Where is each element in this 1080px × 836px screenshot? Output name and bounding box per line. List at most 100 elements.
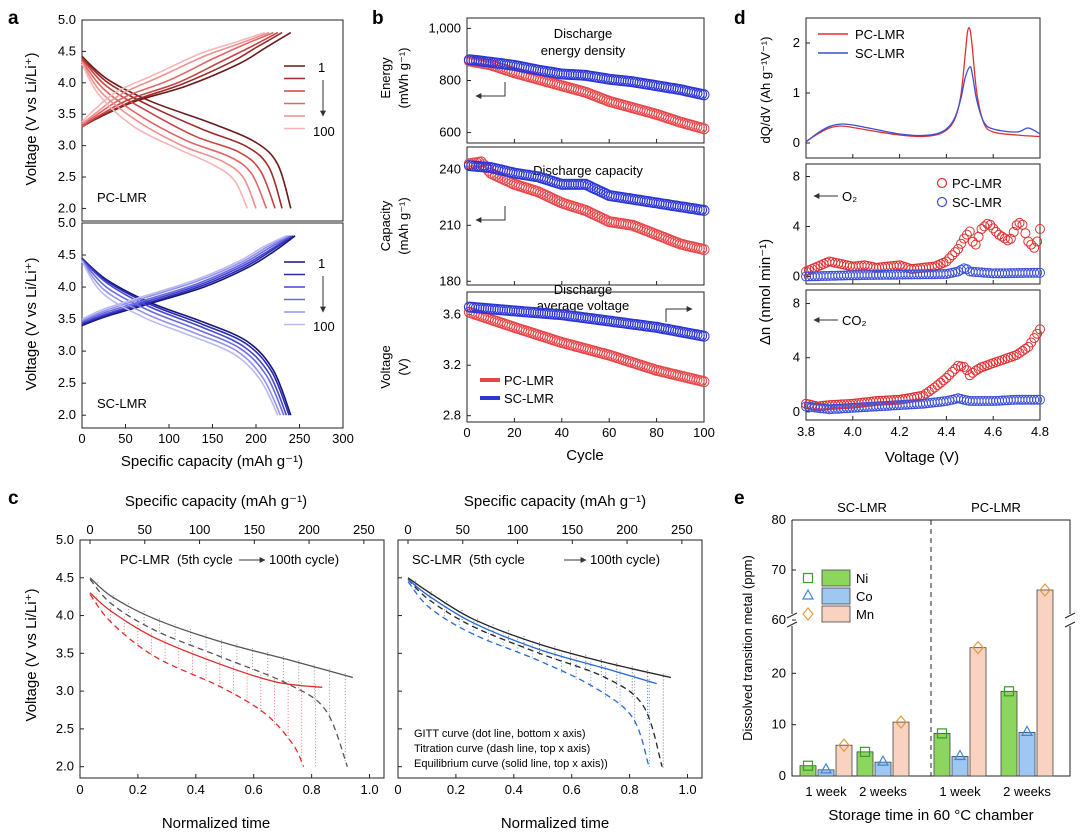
panel-b-capacity-title: Discharge capacity — [533, 163, 643, 178]
panel-a-discharge-0-5 — [81, 63, 249, 209]
panel-e-marker-Co-1 — [876, 754, 890, 766]
panel-d-point-2-0-4.8000 — [1035, 324, 1045, 335]
panel-d-point-2-0-4.5250 — [970, 365, 981, 376]
panel-c-sc-top-xlabel: Specific capacity (mAh g⁻¹) — [464, 493, 646, 510]
panel-b-frame-1 — [466, 146, 705, 286]
panel-d-point-2-0-4.5000 — [964, 370, 975, 381]
panel-d-point-2-0-4.5375 — [973, 363, 984, 374]
panel-d-point-2-0-4.3750 — [935, 377, 946, 388]
panel-b-xtick-label-2: 40 — [555, 425, 569, 440]
panel-c-ytick-label-6: 5.0 — [56, 532, 74, 547]
panel-a-xtick-label-2: 100 — [158, 431, 180, 446]
panel-e-ytick-low-label-1: 10 — [772, 717, 786, 732]
panel-b-ytick-label-1-2: 240 — [439, 161, 461, 176]
panel-e-ytick-up-label-1: 70 — [772, 562, 786, 577]
panel-e-category-0: 1 week — [805, 784, 847, 799]
panel-a-charge-0-5 — [81, 31, 265, 123]
panel-c-xtick-t-label-0-3: 150 — [243, 522, 265, 537]
panel-c-sc-bottom-xlabel: Normalized time — [501, 815, 609, 832]
panel-d-point-1-0-4.4125 — [944, 253, 955, 264]
panel-e-letter: e — [734, 488, 745, 509]
panel-a-charge-0-4 — [81, 31, 270, 125]
panel-d-xlabel: Voltage (V) — [885, 449, 959, 466]
panel-a-ytick-label-0-6: 5.0 — [58, 12, 76, 27]
panel-e-break-right-2 — [1064, 621, 1076, 628]
panel-d-frame-1 — [805, 163, 1041, 285]
panel-a-xtick-label-6: 300 — [332, 431, 354, 446]
panel-c-xtick-b-label-1-0: 0 — [394, 782, 401, 797]
panel-d-point-2-1-4.8000 — [1035, 394, 1045, 405]
panel-e-category-2: 1 week — [939, 784, 981, 799]
panel-d-ytick-label-2-1: 4 — [793, 350, 800, 365]
panel-d-point-2-0-4.4750 — [959, 362, 969, 372]
panel-a-xtick-label-5: 250 — [289, 431, 311, 446]
panel-b-energy-title-1: Discharge — [554, 26, 613, 41]
panel-a-charge-0-3 — [81, 31, 274, 127]
panel-b-point-1-SC-LMR-100 — [698, 204, 710, 216]
panel-e-bar-Ni-3 — [1000, 690, 1018, 777]
panel-a-xtick-label-3: 150 — [202, 431, 224, 446]
panel-d-point-1-0-4.5000 — [964, 226, 975, 237]
panel-b-point-1-PC-LMR-52 — [584, 207, 596, 219]
panel-e-marker-Co-3 — [1020, 725, 1034, 736]
panel-a-ytick-label-1-5: 4.5 — [58, 247, 76, 262]
panel-b-ytick-label-0-2: 1,000 — [428, 20, 461, 35]
panel-e-bar-Mn-0 — [835, 744, 853, 777]
panel-b-ytick-label-0-0: 600 — [439, 125, 461, 140]
panel-d-legend-pc-label: PC-LMR — [855, 27, 905, 42]
panel-a-discharge-1-5 — [81, 260, 279, 416]
panel-c-xtick-b-label-1-5: 1.0 — [678, 782, 696, 797]
panel-e-bar-Co-2 — [951, 756, 969, 777]
panel-d-point-1-1-4.7750 — [1029, 267, 1040, 278]
panel-b: Discharge energy density Energy (mWh g⁻¹… — [378, 17, 710, 464]
panel-d-ytick-label-1-1: 4 — [793, 219, 800, 234]
panel-c-xtick-t-label-1-1: 50 — [456, 522, 470, 537]
panel-b-capacity-ylabel-1: Capacity — [378, 200, 393, 251]
panel-d-xtick-label-5: 4.8 — [1031, 424, 1049, 439]
panel-b-voltage-right-arrow — [665, 306, 693, 322]
panel-e-ylabel: Dissolved transition metal (ppm) — [740, 555, 755, 741]
panel-b-point-1-SC-LMR-49 — [577, 178, 589, 190]
panel-d: PC-LMR SC-LMR dQ/dV (Ah g⁻¹V⁻¹) 0 1 2 O₂ P… — [757, 17, 1045, 466]
panel-a-ytick-label-0-3: 3.5 — [58, 106, 76, 121]
panel-c-xtick-b-label-0-0: 0 — [76, 782, 83, 797]
panel-d-point-1-0-4.5875 — [985, 219, 996, 230]
panel-d-ytick-label-1-0: 0 — [793, 269, 800, 284]
panel-a-letter: a — [8, 8, 19, 29]
panel-e-marker-Mn-0 — [838, 738, 850, 753]
panel-d-point-1-0-4.5500 — [976, 224, 987, 234]
panel-b-xlabel: Cycle — [566, 447, 604, 464]
panel-e-bar-Co-1 — [874, 761, 892, 777]
panel-e-category-1: 2 weeks — [859, 784, 907, 799]
panel-e-bar-Ni-0 — [799, 765, 817, 777]
panel-b-xtick-label-3: 60 — [602, 425, 616, 440]
panel-a: PC-LMR 1 100 2.0 2.5 3.0 3.5 4.0 4.5 5.0 SC-LM… — [23, 12, 344, 470]
panel-a-xlabel: Specific capacity (mAh g⁻¹) — [121, 453, 303, 470]
panel-a-discharge-1-2 — [81, 258, 288, 416]
panel-c-letter: c — [8, 488, 19, 509]
panel-d-point-2-0-4.4125 — [944, 370, 955, 380]
panel-c-xtick-t-label-0-4: 200 — [298, 522, 320, 537]
panel-b-xtick-label-0: 0 — [463, 425, 470, 440]
panel-d-point-1-0-4.7250 — [1017, 219, 1028, 230]
panel-a-pc-lmr-label: PC-LMR — [97, 190, 147, 205]
panel-e-bar-Ni-2 — [933, 732, 951, 777]
panel-d-xtick-label-2: 4.2 — [891, 424, 909, 439]
panel-c-sc-title-end: 100th cycle) — [590, 552, 660, 567]
panel-d-frame-0 — [805, 17, 1041, 159]
panel-e-legend-marker-Ni — [802, 572, 814, 584]
panel-a-discharge-1-0 — [81, 257, 292, 416]
panel-d-dn-ylabel: Δn (nmol min⁻¹) — [757, 239, 774, 345]
panel-b-energy-ylabel-2: (mWh g⁻¹) — [396, 47, 411, 108]
panel-a-sc-lmr: SC-LMR 1 100 2.0 2.5 3.0 3.5 4.0 4.5 5.0 — [58, 215, 344, 429]
panel-d-point-2-1-4.7750 — [1029, 394, 1040, 405]
panel-e-marker-Co-2 — [953, 749, 967, 761]
panel-d-point-1-0-4.6625 — [1002, 235, 1013, 246]
panel-c-xtick-b-label-0-1: 0.2 — [129, 782, 147, 797]
panel-c-pc-lmr: PC-LMR (5th cycle 100th cycle) Specific … — [56, 493, 385, 832]
panel-a-charge-1-1 — [81, 235, 294, 325]
panel-b-legend-sc-label: SC-LMR — [504, 391, 554, 406]
panel-b-ytick-label-2-0: 2.8 — [443, 408, 461, 423]
panel-d-point-1-0-4.6500 — [999, 233, 1010, 244]
panel-d-point-1-0-4.6250 — [994, 229, 1005, 240]
